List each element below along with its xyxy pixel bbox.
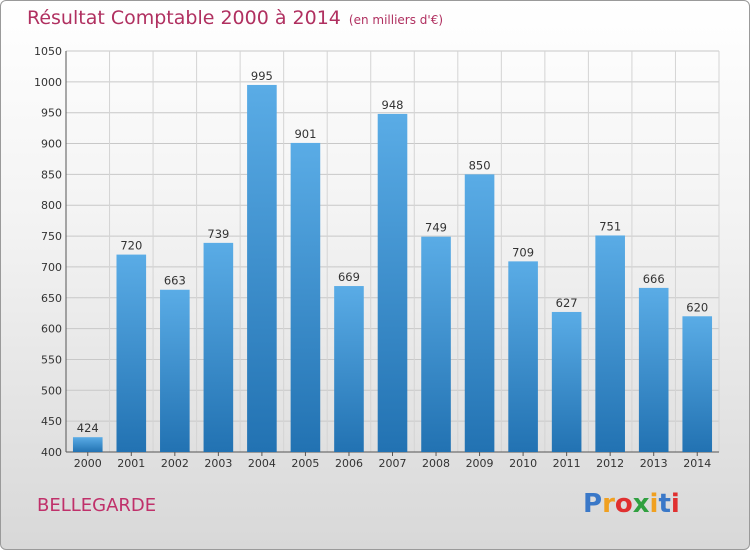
value-labels: 424 720 663 739 995 901 669 948 749 850 709 627 751 6… [77, 69, 708, 435]
bar-2001 [116, 254, 147, 452]
y-tick-label: 700 [41, 261, 62, 274]
x-tick-label: 2013 [640, 457, 668, 470]
x-tick-label: 2009 [466, 457, 494, 470]
y-tick-label: 750 [41, 230, 62, 243]
x-tick-label: 2001 [117, 457, 145, 470]
value-label: 751 [599, 219, 621, 233]
x-tick-label: 2006 [335, 457, 363, 470]
x-tick-label: 2010 [509, 457, 537, 470]
bar-2000 [72, 437, 103, 452]
value-label: 709 [512, 245, 534, 259]
y-tick-label: 950 [41, 107, 62, 120]
bar-2013 [638, 287, 669, 452]
x-tick-label: 2007 [379, 457, 407, 470]
logo-letter: x [632, 489, 650, 519]
bar-2005 [290, 142, 321, 452]
y-tick-label: 850 [41, 168, 62, 181]
logo-letter: r [602, 489, 615, 519]
y-tick-label: 900 [41, 138, 62, 151]
bar-2002 [160, 289, 190, 452]
x-tick-label: 2011 [553, 457, 581, 470]
value-label: 901 [294, 127, 316, 141]
x-tick-label: 2012 [596, 457, 624, 470]
value-label: 424 [77, 421, 99, 435]
value-label: 850 [469, 158, 491, 172]
x-tick-label: 2000 [74, 457, 102, 470]
logo-letter: P [583, 489, 603, 519]
logo-letter: o [614, 489, 633, 519]
bar-2011 [551, 311, 582, 452]
bar-2012 [595, 235, 625, 452]
value-label: 663 [164, 274, 186, 288]
y-tick-label: 550 [41, 353, 62, 366]
value-label: 739 [207, 227, 229, 241]
logo-letter: i [649, 489, 659, 519]
bar-2009 [464, 174, 495, 452]
bar-2004 [247, 84, 277, 452]
x-tick-label: 2005 [291, 457, 319, 470]
x-tick-label: 2002 [161, 457, 189, 470]
chart-unit: (en milliers d'€) [348, 13, 444, 27]
y-tick-label: 500 [41, 384, 62, 397]
y-tick-label: 400 [41, 446, 62, 459]
logo-letter: i [670, 489, 680, 519]
axes: 400 450 500 550 600 650 700 750 800 850 900 950 1000… [34, 45, 719, 470]
bar-2008 [421, 236, 451, 452]
logo-letter: t [658, 489, 671, 519]
x-tick-label: 2004 [248, 457, 276, 470]
value-label: 669 [338, 270, 360, 284]
x-tick-label: 2003 [204, 457, 232, 470]
y-tick-label: 450 [41, 415, 62, 428]
y-tick-label: 1000 [34, 76, 62, 89]
proxiti-logo[interactable]: Proxiti [583, 489, 680, 519]
value-label: 720 [120, 239, 142, 253]
value-label: 995 [251, 69, 273, 83]
y-tick-label: 800 [41, 199, 62, 212]
bar-2003 [203, 242, 234, 452]
value-label: 749 [425, 221, 447, 235]
bar-2010 [508, 261, 538, 452]
bar-2006 [334, 286, 364, 452]
y-tick-label: 650 [41, 292, 62, 305]
value-label: 627 [556, 296, 578, 310]
x-tick-label: 2014 [683, 457, 711, 470]
chart-title: Résultat Comptable 2000 à 2014 (en millie… [27, 7, 443, 29]
value-label: 620 [686, 300, 708, 314]
chart-title-text: Résultat Comptable 2000 à 2014 [27, 7, 341, 29]
y-tick-label: 600 [41, 323, 62, 336]
value-label: 948 [382, 98, 404, 112]
commune-name: BELLEGARDE [37, 495, 157, 516]
y-tick-label: 1050 [34, 45, 62, 58]
bars [72, 84, 713, 453]
bar-2007 [377, 113, 408, 453]
x-tick-label: 2008 [422, 457, 450, 470]
bar-2014 [682, 316, 713, 452]
value-label: 666 [643, 272, 665, 286]
